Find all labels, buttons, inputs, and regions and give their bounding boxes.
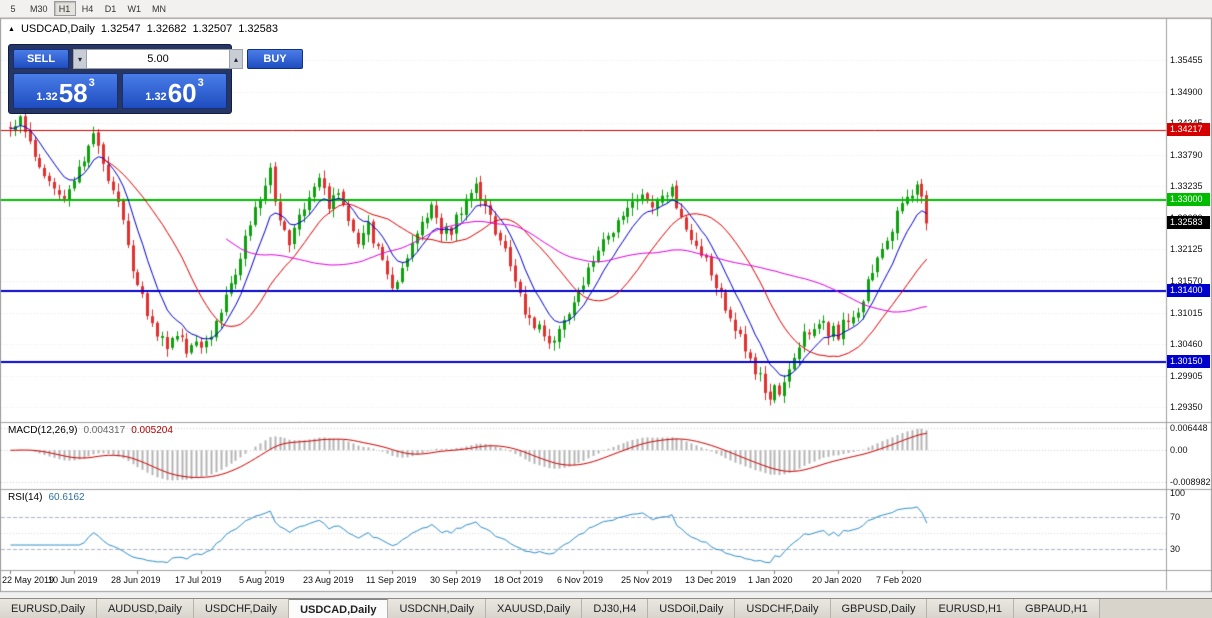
chart-tabs-bar: EURUSD,Daily AUDUSD,Daily USDCHF,Daily USDC… xyxy=(0,598,1212,618)
timeframe-toolbar: 5 M30 H1 H4 D1 W1 MN xyxy=(0,0,1212,18)
one-click-trading-panel: SELL ▾ ▴ BUY 1.32 58 3 1.32 60 3 xyxy=(8,44,303,114)
volume-stepper: ▾ ▴ xyxy=(73,49,243,69)
rsi-value: 60.6162 xyxy=(48,492,85,503)
bid-price-button[interactable]: 1.32 58 3 xyxy=(13,73,118,109)
volume-input[interactable] xyxy=(87,49,229,69)
timeframe-button-m30[interactable]: M30 xyxy=(30,3,48,14)
chart-tab-xauusd-daily[interactable]: XAUUSD,Daily xyxy=(486,599,583,618)
timeframe-button-h1[interactable]: H1 xyxy=(53,1,76,16)
ohlc-open-value: 1.32547 xyxy=(100,23,141,35)
timeframe-button-5[interactable]: 5 xyxy=(10,3,16,14)
chart-tab-usdoil-daily[interactable]: USDOil,Daily xyxy=(648,599,736,618)
ask-price-prefix: 1.32 xyxy=(145,91,167,103)
chart-tab-gbpusd-daily[interactable]: GBPUSD,Daily xyxy=(830,599,928,618)
bid-price-prefix: 1.32 xyxy=(36,91,58,103)
chart-tab-audusd-daily[interactable]: AUDUSD,Daily xyxy=(96,599,194,618)
macd-signal-value: 0.005204 xyxy=(131,425,173,436)
chart-title-bar: ▲ USDCAD,Daily 1.32547 1.32682 1.32507 1… xyxy=(8,23,278,35)
sell-button[interactable]: SELL xyxy=(13,49,69,69)
timeframe-button-h4[interactable]: H4 xyxy=(81,3,94,14)
timeframe-button-mn[interactable]: MN xyxy=(152,3,167,14)
bid-price-big-digits: 58 xyxy=(58,78,88,108)
macd-name: MACD(12,26,9) xyxy=(8,425,78,436)
chart-tab-eurusd-daily[interactable]: EURUSD,Daily xyxy=(0,599,97,618)
chart-tab-usdcad-daily[interactable]: USDCAD,Daily xyxy=(289,599,389,618)
ohlc-high-value: 1.32682 xyxy=(146,23,187,35)
chart-tab-usdcnh-daily[interactable]: USDCNH,Daily xyxy=(388,599,487,618)
bid-price-pip-digit: 3 xyxy=(88,77,95,89)
volume-increase-button[interactable]: ▴ xyxy=(229,49,243,69)
chart-tab-dj30-h4[interactable]: DJ30,H4 xyxy=(582,599,649,618)
ask-price-big-digits: 60 xyxy=(167,78,197,108)
panel-collapse-icon[interactable]: ▲ xyxy=(8,25,15,33)
buy-button[interactable]: BUY xyxy=(247,49,303,69)
chart-tab-usdchf-daily[interactable]: USDCHF,Daily xyxy=(193,599,290,618)
ohlc-low-value: 1.32507 xyxy=(192,23,233,35)
macd-main-value: 0.004317 xyxy=(83,425,126,436)
chart-tab-eurusd-h1[interactable]: EURUSD,H1 xyxy=(927,599,1015,618)
chart-tab-gbpaud-h1[interactable]: GBPAUD,H1 xyxy=(1014,599,1100,618)
ohlc-close-value: 1.32583 xyxy=(238,23,278,35)
ask-price-pip-digit: 3 xyxy=(197,77,204,89)
timeframe-button-d1[interactable]: D1 xyxy=(104,3,117,14)
chart-symbol-label: USDCAD,Daily xyxy=(20,23,95,35)
ask-price-button[interactable]: 1.32 60 3 xyxy=(122,73,227,109)
rsi-name: RSI(14) xyxy=(8,492,43,503)
timeframe-button-w1[interactable]: W1 xyxy=(127,3,142,14)
rsi-indicator-title: RSI(14) 60.6162 xyxy=(8,492,85,503)
chart-tab-usdchf-daily[interactable]: USDCHF,Daily xyxy=(735,599,831,618)
volume-decrease-button[interactable]: ▾ xyxy=(73,49,87,69)
macd-indicator-title: MACD(12,26,9) 0.004317 0.005204 xyxy=(8,425,173,436)
